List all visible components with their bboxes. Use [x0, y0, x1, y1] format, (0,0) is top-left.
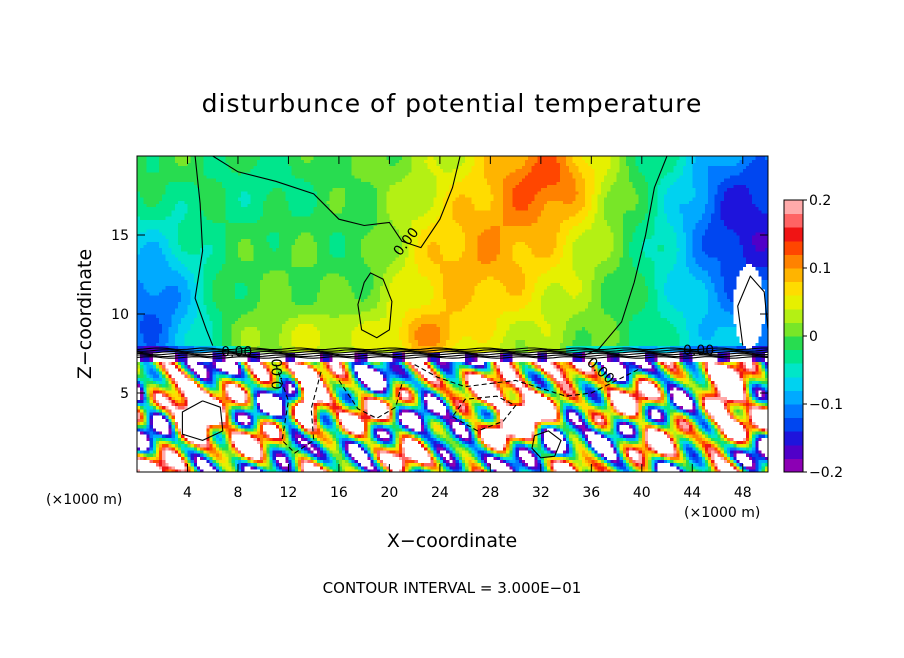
- x-tick-label: 24: [431, 485, 449, 501]
- colorbar-tick-label: 0: [809, 329, 818, 345]
- contour-value-label: 0.00: [221, 345, 252, 361]
- colorbar-swatch: [784, 214, 803, 228]
- colorbar-swatch: [784, 377, 803, 391]
- colorbar-swatch: [784, 363, 803, 377]
- colorbar-swatch: [784, 282, 803, 296]
- y-tick-label: 10: [111, 307, 129, 323]
- colorbar-tick-label: −0.2: [809, 465, 843, 481]
- colorbar-swatch: [784, 200, 803, 214]
- colorbar-tick-label: 0.2: [809, 193, 831, 209]
- contour-value-label: 0.00: [683, 343, 714, 359]
- colorbar-swatch: [784, 418, 803, 432]
- colorbar-swatch: [784, 350, 803, 364]
- colorbar-swatch: [784, 268, 803, 282]
- colorbar-swatch: [784, 254, 803, 268]
- x-unit-left: (×1000 m): [46, 492, 122, 508]
- x-tick-label: 44: [683, 485, 701, 501]
- colorbar-swatch: [784, 309, 803, 323]
- colorbar-swatch: [784, 445, 803, 459]
- colorbar-swatch: [784, 241, 803, 255]
- x-tick-label: 20: [380, 485, 398, 501]
- x-tick-label: 36: [582, 485, 600, 501]
- y-axis-label: Z−coordinate: [74, 249, 96, 379]
- x-tick-label: 8: [233, 485, 242, 501]
- x-tick-label: 40: [633, 485, 651, 501]
- y-tick-label: 5: [120, 386, 129, 402]
- colorbar-swatch: [784, 458, 803, 472]
- y-tick-label: 15: [111, 228, 129, 244]
- x-tick-label: 16: [330, 485, 348, 501]
- x-tick-label: 48: [734, 485, 752, 501]
- colorbar-swatch: [784, 227, 803, 241]
- colorbar-tick-label: −0.1: [809, 397, 843, 413]
- colorbar-swatch: [784, 431, 803, 445]
- x-tick-label: 12: [280, 485, 298, 501]
- colorbar-swatch: [784, 322, 803, 336]
- colorbar-swatch: [784, 404, 803, 418]
- colorbar-tick-label: 0.1: [809, 261, 831, 277]
- contour-value-label: 0.00: [270, 358, 286, 389]
- chart-figure: disturbunce of potential temperature 0.0…: [0, 0, 904, 654]
- x-tick-label: 32: [532, 485, 550, 501]
- x-axis-label: X−coordinate: [387, 530, 517, 552]
- colorbar-swatch: [784, 390, 803, 404]
- chart-svg: disturbunce of potential temperature 0.0…: [0, 0, 904, 654]
- x-tick-label: 28: [481, 485, 499, 501]
- colorbar-swatch: [784, 295, 803, 309]
- contour-interval-note: CONTOUR INTERVAL = 3.000E−01: [323, 579, 582, 597]
- x-tick-label: 4: [183, 485, 192, 501]
- colorbar: 0.2 0.1 0 −0.1 −0.2: [784, 193, 843, 481]
- temperature-field: [137, 156, 769, 473]
- x-unit-right: (×1000 m): [684, 505, 760, 521]
- chart-title: disturbunce of potential temperature: [202, 89, 703, 118]
- colorbar-swatch: [784, 336, 803, 350]
